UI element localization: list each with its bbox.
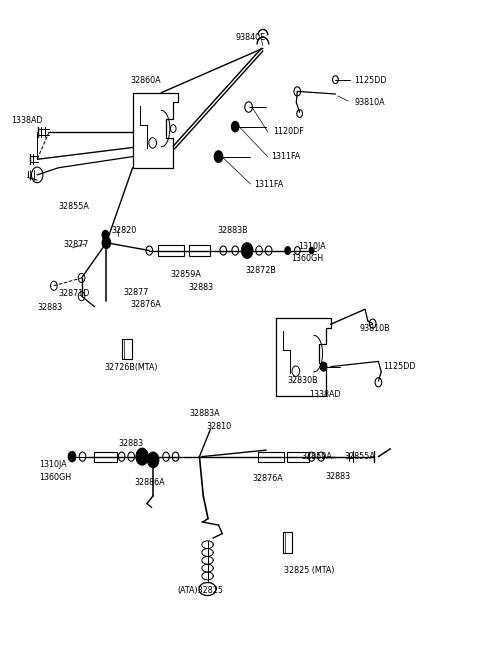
Text: 1125DD: 1125DD — [383, 362, 416, 371]
Text: 32860A: 32860A — [130, 77, 161, 85]
Circle shape — [102, 231, 109, 240]
Text: 1360GH: 1360GH — [39, 473, 72, 482]
Circle shape — [231, 121, 239, 132]
Text: 32883: 32883 — [37, 303, 62, 312]
Text: 32820: 32820 — [111, 227, 136, 235]
Text: 32877: 32877 — [63, 240, 89, 249]
Text: 32883A: 32883A — [190, 409, 220, 418]
Text: 93810A: 93810A — [355, 98, 385, 107]
Circle shape — [285, 247, 290, 254]
Text: 32830B: 32830B — [288, 377, 318, 386]
Text: 1310JA: 1310JA — [39, 460, 67, 469]
Text: (ATA)32825: (ATA)32825 — [177, 586, 223, 595]
Text: 32877: 32877 — [123, 288, 148, 297]
Text: 1311FA: 1311FA — [271, 152, 300, 161]
Text: 32825 (MTA): 32825 (MTA) — [284, 566, 335, 574]
Text: 32872B: 32872B — [246, 266, 276, 274]
Circle shape — [214, 151, 223, 162]
Circle shape — [136, 448, 148, 465]
Text: 1310JA: 1310JA — [298, 242, 326, 251]
Text: 32876A: 32876A — [252, 474, 283, 483]
Circle shape — [102, 237, 111, 249]
Text: 93810B: 93810B — [360, 324, 390, 333]
Circle shape — [309, 248, 314, 253]
Circle shape — [320, 362, 327, 371]
Text: 32883: 32883 — [118, 439, 144, 448]
Text: 1311FA: 1311FA — [254, 179, 284, 189]
Text: 93840E: 93840E — [235, 33, 265, 42]
Bar — [283, 533, 292, 553]
Text: 32876A: 32876A — [130, 299, 161, 309]
Text: 32859A: 32859A — [171, 270, 202, 279]
Text: 32871D: 32871D — [59, 289, 90, 298]
Bar — [121, 339, 132, 359]
Text: 1338AD: 1338AD — [11, 115, 43, 124]
Circle shape — [241, 243, 253, 258]
Text: 32883B: 32883B — [217, 227, 248, 235]
Circle shape — [147, 452, 159, 468]
Text: 32883: 32883 — [189, 282, 214, 291]
Text: 32726B(MTA): 32726B(MTA) — [104, 364, 157, 373]
Text: 32855A: 32855A — [344, 452, 375, 461]
Text: 1360GH: 1360GH — [291, 254, 324, 263]
Text: 1338AD: 1338AD — [309, 390, 341, 399]
Text: 32859A: 32859A — [301, 452, 332, 461]
Text: 32883: 32883 — [325, 472, 350, 481]
Text: 1120DF: 1120DF — [274, 127, 304, 136]
Text: 1125DD: 1125DD — [355, 77, 387, 85]
Text: 32886A: 32886A — [134, 478, 165, 487]
Text: 32855A: 32855A — [59, 202, 90, 212]
Text: 32810: 32810 — [206, 422, 232, 431]
Circle shape — [68, 451, 76, 462]
